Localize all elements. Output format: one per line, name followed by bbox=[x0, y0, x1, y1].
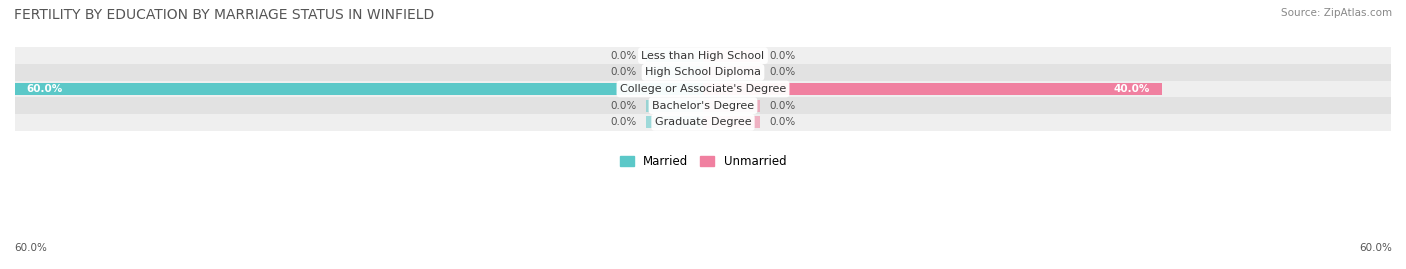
Bar bbox=[645, 100, 703, 112]
Bar bbox=[15, 81, 1391, 97]
Text: 0.0%: 0.0% bbox=[610, 101, 637, 111]
Text: 60.0%: 60.0% bbox=[27, 84, 63, 94]
Text: Source: ZipAtlas.com: Source: ZipAtlas.com bbox=[1281, 8, 1392, 18]
Bar bbox=[15, 64, 1391, 81]
Bar bbox=[703, 66, 761, 78]
Bar bbox=[703, 100, 761, 112]
Bar bbox=[703, 83, 1161, 95]
Bar bbox=[15, 83, 703, 95]
Text: 0.0%: 0.0% bbox=[769, 67, 796, 77]
Bar bbox=[645, 49, 703, 62]
Bar bbox=[15, 114, 1391, 131]
Bar bbox=[645, 116, 703, 128]
Text: 0.0%: 0.0% bbox=[610, 67, 637, 77]
Bar bbox=[703, 49, 761, 62]
Text: 0.0%: 0.0% bbox=[610, 117, 637, 127]
Text: 40.0%: 40.0% bbox=[1114, 84, 1150, 94]
Bar bbox=[15, 47, 1391, 64]
Text: 0.0%: 0.0% bbox=[769, 117, 796, 127]
Legend: Married, Unmarried: Married, Unmarried bbox=[620, 155, 786, 168]
Text: 60.0%: 60.0% bbox=[1360, 243, 1392, 253]
Text: Bachelor's Degree: Bachelor's Degree bbox=[652, 101, 754, 111]
Text: High School Diploma: High School Diploma bbox=[645, 67, 761, 77]
Text: Less than High School: Less than High School bbox=[641, 51, 765, 61]
Text: 0.0%: 0.0% bbox=[769, 51, 796, 61]
Bar bbox=[703, 116, 761, 128]
Bar bbox=[15, 97, 1391, 114]
Text: FERTILITY BY EDUCATION BY MARRIAGE STATUS IN WINFIELD: FERTILITY BY EDUCATION BY MARRIAGE STATU… bbox=[14, 8, 434, 22]
Text: 60.0%: 60.0% bbox=[14, 243, 46, 253]
Text: 0.0%: 0.0% bbox=[610, 51, 637, 61]
Bar bbox=[645, 66, 703, 78]
Text: 0.0%: 0.0% bbox=[769, 101, 796, 111]
Text: College or Associate's Degree: College or Associate's Degree bbox=[620, 84, 786, 94]
Text: Graduate Degree: Graduate Degree bbox=[655, 117, 751, 127]
